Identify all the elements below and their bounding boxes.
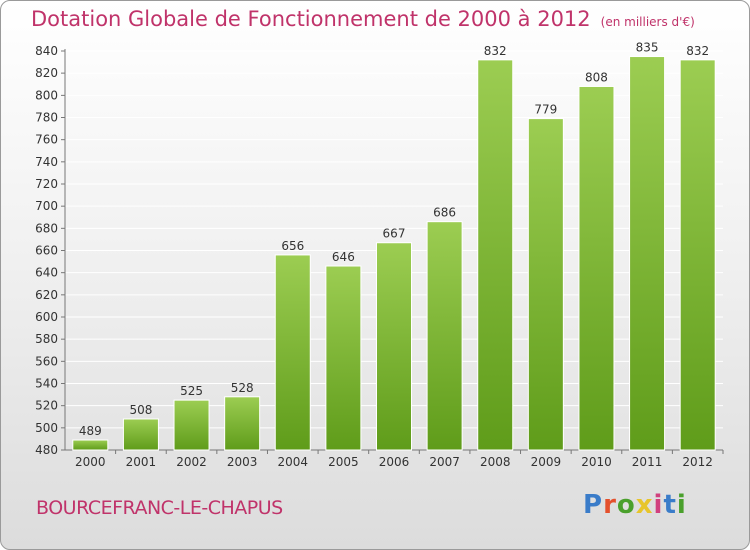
data-label: 646 — [332, 250, 355, 264]
data-label: 832 — [686, 44, 709, 58]
x-tick-label: 2000 — [75, 455, 106, 469]
y-tick-label: 740 — [35, 155, 58, 169]
y-tick-label: 700 — [35, 199, 58, 213]
logo-letter: x — [635, 490, 654, 520]
bar — [679, 59, 716, 451]
bar — [629, 56, 666, 451]
bar — [527, 118, 564, 451]
x-tick-label: 2009 — [531, 455, 562, 469]
y-tick-label: 600 — [35, 310, 58, 324]
bar — [122, 418, 159, 451]
logo-letter: i — [653, 490, 664, 520]
bar — [173, 399, 210, 451]
x-tick-label: 2002 — [176, 455, 207, 469]
x-tick-label: 2010 — [581, 455, 612, 469]
data-label: 508 — [129, 403, 152, 417]
x-tick-label: 2007 — [429, 455, 460, 469]
y-tick-label: 780 — [35, 111, 58, 125]
data-label: 779 — [534, 103, 557, 117]
x-tick-label: 2004 — [277, 455, 308, 469]
x-tick-label: 2001 — [126, 455, 157, 469]
y-tick-label: 620 — [35, 288, 58, 302]
commune-name: BOURCEFRANC-LE-CHAPUS — [36, 497, 283, 519]
data-label: 808 — [585, 70, 608, 84]
data-label: 489 — [79, 424, 102, 438]
x-tick-label: 2006 — [379, 455, 410, 469]
y-tick-label: 680 — [35, 221, 58, 235]
title-text: Dotation Globale de Fonctionnement de 20… — [31, 7, 591, 31]
data-label: 686 — [433, 206, 456, 220]
logo-letter: o — [616, 490, 636, 520]
logo-letter: P — [583, 490, 604, 520]
logo-letter: i — [676, 490, 687, 520]
bar — [578, 85, 615, 451]
y-tick-label: 520 — [35, 399, 58, 413]
y-tick-label: 640 — [35, 266, 58, 280]
x-tick-label: 2011 — [632, 455, 663, 469]
chart-title: Dotation Globale de Fonctionnement de 20… — [31, 7, 695, 31]
x-tick-label: 2005 — [328, 455, 359, 469]
y-tick-label: 820 — [35, 66, 58, 80]
y-tick-label: 800 — [35, 88, 58, 102]
data-labels: 489 508 525 528 656 646 667 686 832 779 808 835 832 — [79, 41, 709, 438]
y-tick-label: 540 — [35, 377, 58, 391]
x-tick-label: 2012 — [682, 455, 713, 469]
bar — [224, 396, 261, 451]
y-tick-label: 560 — [35, 354, 58, 368]
logo-letter: r — [603, 490, 617, 520]
x-tick-label: 2003 — [227, 455, 258, 469]
x-tick-label: 2008 — [480, 455, 511, 469]
data-label: 528 — [231, 381, 254, 395]
y-tick-label: 660 — [35, 244, 58, 258]
y-tick-label: 760 — [35, 133, 58, 147]
bar — [376, 242, 412, 451]
proxiti-logo[interactable]: Proxiti — [583, 490, 687, 520]
y-tick-label: 840 — [35, 44, 58, 58]
bars — [72, 56, 716, 451]
logo-letter: t — [663, 490, 677, 520]
y-tick-label: 500 — [35, 421, 58, 435]
y-tick-label: 480 — [35, 443, 58, 457]
y-tick-label: 720 — [35, 177, 58, 191]
data-label: 667 — [383, 227, 406, 241]
data-label: 656 — [281, 239, 304, 253]
bar — [426, 221, 463, 451]
data-label: 525 — [180, 384, 203, 398]
bar — [72, 439, 109, 451]
y-tick-label: 580 — [35, 332, 58, 346]
chart-subtitle: (en milliers d'€) — [600, 15, 695, 29]
axes: 480 500 520 540 560 580 600 620 640 660 680 700 720 7… — [35, 44, 724, 469]
data-label: 835 — [636, 41, 659, 55]
bar — [477, 59, 514, 451]
data-label: 832 — [484, 44, 507, 58]
bar — [325, 265, 362, 451]
bar — [274, 254, 311, 451]
